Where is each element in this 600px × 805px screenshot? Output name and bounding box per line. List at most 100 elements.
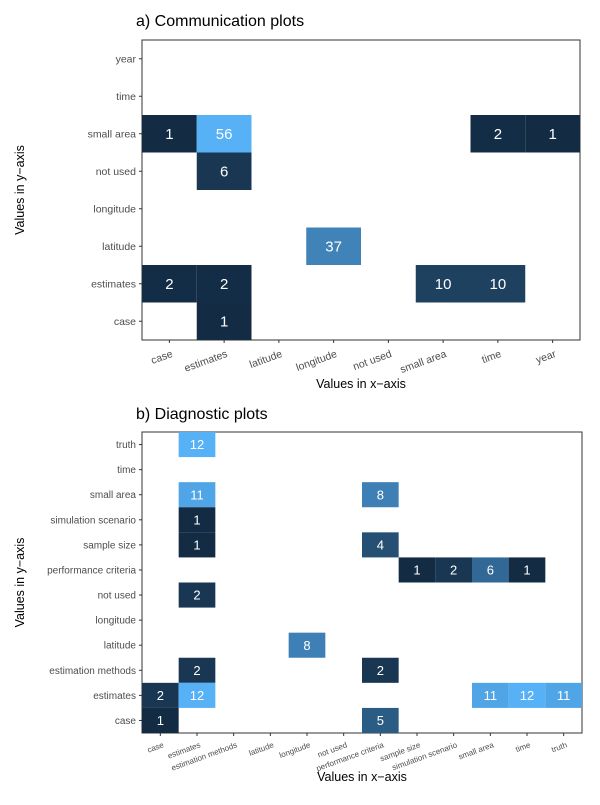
diag-cell-value: 1: [193, 512, 200, 527]
diag-y-tick-label: sample size: [83, 540, 136, 551]
comm-y-tick-label: small area: [88, 128, 137, 140]
comm-heatmap-cell: [306, 227, 361, 265]
comm-x-tick-label: year: [534, 348, 558, 366]
diag-heatmap-cell: [178, 682, 216, 708]
diag-heatmap-cell: [472, 557, 509, 583]
diag-cell-value: 12: [190, 688, 204, 703]
diag-y-tick-label: simulation scenario: [50, 515, 136, 526]
comm-panel-border: [141, 39, 581, 341]
diag-y-tick-label: truth: [116, 440, 136, 451]
comm-x-tick-label: estimates: [183, 348, 229, 375]
comm-heatmap-cell: [196, 302, 252, 340]
diag-cell-value: 8: [303, 638, 310, 653]
diag-cell-value: 2: [450, 563, 457, 578]
comm-heatmap-cell: [470, 115, 526, 153]
comm-heatmap-cell: [470, 265, 526, 303]
diag-cell-value: 11: [190, 487, 204, 502]
diag-cell-value: 4: [377, 538, 384, 553]
diag-y-tick-label: longitude: [95, 616, 136, 627]
diag-heatmap-cell: [508, 682, 546, 708]
diag-heatmap-cell: [178, 582, 216, 608]
comm-x-tick-label: longitude: [294, 348, 338, 374]
diag-cell-value: 2: [377, 663, 384, 678]
comm-cell-value: 1: [548, 126, 556, 143]
comm-x-tick-label: case: [149, 348, 174, 367]
diag-cell-value: 1: [413, 563, 420, 578]
comm-x-tick-label: not used: [351, 348, 393, 373]
comm-heatmap-cell: [415, 265, 471, 303]
diag-y-tick-label: not used: [98, 591, 136, 602]
comm-y-tick-label: estimates: [91, 278, 136, 290]
diag-cell-value: 5: [377, 713, 384, 728]
diag-y-tick-label: estimates: [93, 691, 136, 702]
diag-x-tick-label: time: [514, 740, 532, 754]
diag-heatmap-cell: [178, 507, 216, 533]
diag-y-tick-label: case: [115, 716, 137, 727]
diag-cell-value: 12: [520, 688, 534, 703]
comm-heatmap-cell: [142, 265, 197, 303]
comm-y-tick-label: not used: [96, 166, 136, 178]
comm-cell-value: 6: [220, 164, 228, 181]
comm-cell-value: 2: [494, 126, 502, 143]
comm-cell-value: 2: [220, 276, 228, 293]
diag-y-axis-title: Values in y−axis: [13, 538, 27, 628]
comm-heatmap-cell: [196, 152, 252, 190]
diag-y-tick-label: latitude: [104, 641, 137, 652]
comm-y-tick-label: longitude: [93, 203, 136, 215]
diag-x-axis-title: Values in x−axis: [317, 770, 407, 784]
comm-cell-value: 10: [490, 276, 507, 293]
diag-cell-value: 11: [557, 688, 571, 703]
comm-cell-value: 56: [216, 126, 233, 143]
diag-heatmap-cell: [398, 557, 436, 583]
diag-cell-value: 2: [193, 663, 200, 678]
comm-y-tick-label: case: [114, 316, 136, 328]
comm-x-axis-title: Values in x−axis: [316, 377, 406, 391]
diag-cell-value: 1: [523, 563, 530, 578]
comm-cell-value: 1: [165, 126, 173, 143]
diag-x-tick-label: latitude: [248, 740, 276, 757]
diag-y-tick-label: small area: [90, 490, 137, 501]
diag-heatmap-cell: [178, 432, 216, 458]
comm-cell-value: 2: [165, 276, 173, 293]
diag-heatmap-cell: [362, 657, 399, 683]
diag-heatmap-cell: [178, 482, 216, 508]
comm-cell-value: 1: [220, 314, 228, 331]
diag-x-tick-label: truth: [550, 740, 568, 754]
comm-chart-title: a) Communication plots: [136, 13, 304, 30]
comm-y-tick-label: latitude: [102, 241, 136, 253]
diag-cell-value: 2: [193, 588, 200, 603]
diag-heatmap-cell: [472, 682, 509, 708]
comm-y-tick-label: year: [116, 53, 137, 65]
diag-heatmap-cell: [142, 682, 179, 708]
diag-y-tick-label: estimation methods: [49, 666, 136, 677]
comm-heatmap-cell: [196, 265, 252, 303]
diag-heatmap-cell: [288, 632, 326, 658]
diag-y-tick-label: performance criteria: [47, 565, 136, 576]
diag-heatmap-cell: [362, 707, 399, 733]
diag-cell-value: 2: [157, 688, 164, 703]
comm-x-tick-label: latitude: [248, 348, 284, 371]
comm-cell-value: 10: [435, 276, 452, 293]
comm-heatmap-cell: [196, 115, 252, 153]
diag-cell-value: 11: [484, 688, 498, 703]
comm-cell-value: 37: [325, 239, 342, 256]
diag-x-tick-label: case: [146, 740, 165, 754]
diag-heatmap-cell: [178, 532, 216, 558]
diag-heatmap-cell: [362, 532, 399, 558]
diag-x-tick-label: longitude: [278, 740, 312, 760]
diag-heatmap-cell: [178, 657, 216, 683]
diag-heatmap-cell: [362, 482, 399, 508]
comm-x-tick-label: time: [480, 348, 503, 366]
comm-heatmap-cell: [142, 115, 197, 153]
diag-heatmap-cell: [435, 557, 472, 583]
diag-x-tick-label: small area: [457, 740, 495, 761]
diag-heatmap-cell: [142, 707, 179, 733]
diag-cell-value: 8: [377, 487, 384, 502]
comm-heatmap-cell: [525, 115, 580, 153]
diag-heatmap-cell: [508, 557, 546, 583]
diag-cell-value: 12: [190, 437, 204, 452]
diag-y-tick-label: time: [117, 465, 136, 476]
diag-heatmap-cell: [545, 682, 582, 708]
